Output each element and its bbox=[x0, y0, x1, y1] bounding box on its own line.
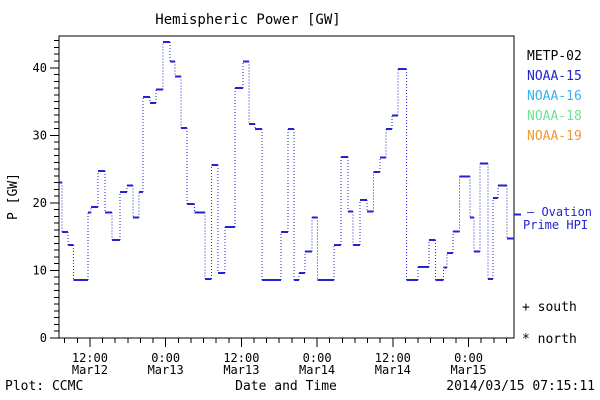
y-tick-label: 0 bbox=[40, 331, 47, 345]
y-tick-label: 30 bbox=[33, 128, 47, 142]
x-tick-date-label: Mar12 bbox=[72, 363, 108, 377]
x-tick-time-label: 12:00 bbox=[72, 351, 108, 365]
south-marker-legend: + south bbox=[522, 300, 577, 315]
plot-frame bbox=[58, 35, 515, 339]
x-tick-time-label: 12:00 bbox=[375, 351, 411, 365]
ovation-prime-hpi-label-line1: – Ovation bbox=[527, 205, 593, 219]
y-tick-label: 20 bbox=[33, 196, 47, 210]
x-tick-time-label: 12:00 bbox=[223, 351, 259, 365]
generated-timestamp: 2014/03/15 07:15:11 bbox=[446, 379, 595, 394]
x-tick-time-label: 0:00 bbox=[454, 351, 483, 365]
y-axis-label: P [GW] bbox=[6, 173, 21, 220]
north-marker-legend: * north bbox=[522, 332, 577, 347]
x-tick-date-label: Mar13 bbox=[148, 363, 184, 377]
plot-credit-label: Plot: CCMC bbox=[5, 379, 84, 394]
x-tick-date-label: Mar14 bbox=[299, 363, 335, 377]
ovation-prime-hpi-label-line2: Prime HPI bbox=[523, 218, 589, 232]
x-tick-date-label: Mar15 bbox=[451, 363, 487, 377]
x-tick-date-label: Mar13 bbox=[223, 363, 259, 377]
legend-item-noaa-16: NOAA-16 bbox=[527, 89, 582, 104]
legend-item-metp-02: METP-02 bbox=[527, 49, 582, 64]
legend-item-noaa-18: NOAA-18 bbox=[527, 109, 582, 124]
y-tick-label: 40 bbox=[33, 61, 47, 75]
x-axis-label: Date and Time bbox=[235, 379, 337, 394]
y-tick-label: 10 bbox=[33, 263, 47, 277]
x-tick-time-label: 0:00 bbox=[151, 351, 180, 365]
legend-item-noaa-15: NOAA-15 bbox=[527, 69, 582, 84]
chart-title: Hemispheric Power [GW] bbox=[155, 12, 341, 28]
legend-item-noaa-19: NOAA-19 bbox=[527, 129, 582, 144]
x-tick-time-label: 0:00 bbox=[303, 351, 332, 365]
x-tick-date-label: Mar14 bbox=[375, 363, 411, 377]
